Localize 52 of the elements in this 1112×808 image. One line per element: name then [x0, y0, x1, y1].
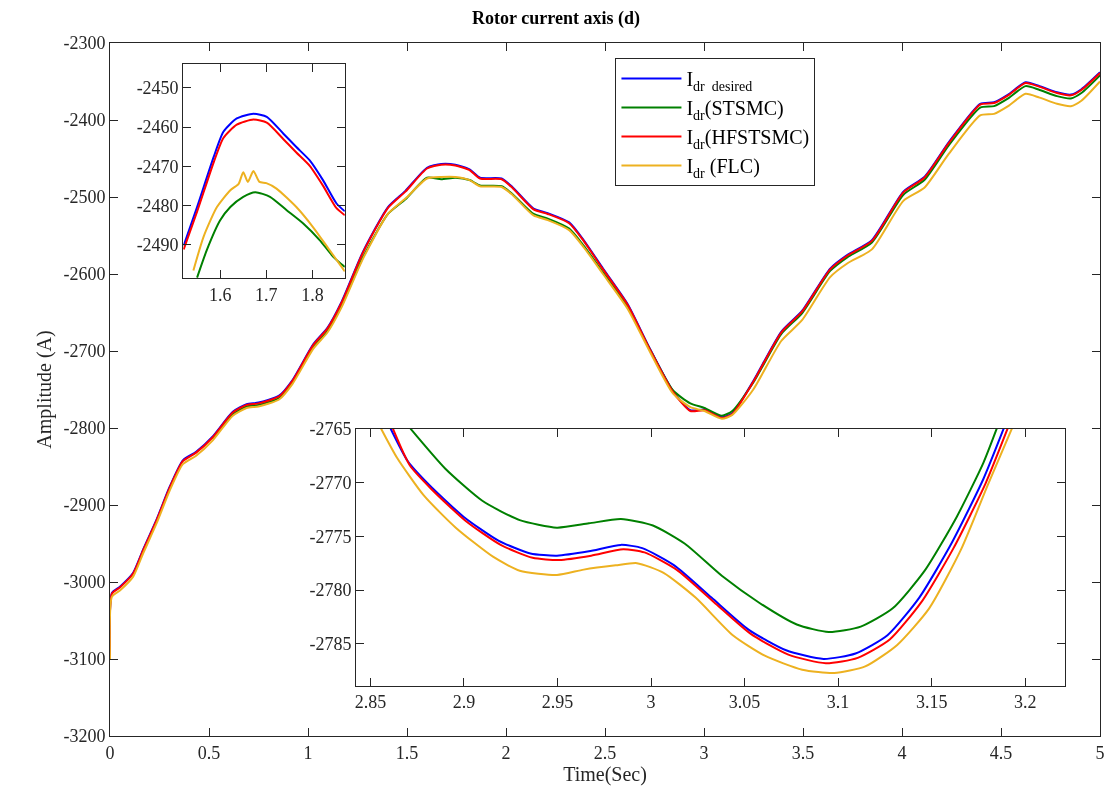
- y-tick-label: -2300: [63, 33, 106, 54]
- legend-label: I$_{dr}$ (FLC): [686, 155, 760, 181]
- y-axis-title: Amplitude (A): [32, 330, 56, 449]
- y-tick-label: -2450: [136, 78, 179, 99]
- y-tick-label: -2500: [63, 187, 106, 208]
- line-series: [196, 191, 345, 278]
- y-tick-label: -3100: [63, 649, 106, 670]
- x-tick-label: 3.15: [915, 692, 948, 713]
- x-tick-label: 2.5: [593, 742, 617, 763]
- x-tick-label: 0.5: [197, 742, 221, 763]
- x-tick-label: 2: [501, 742, 511, 763]
- x-tick-label: 4: [897, 742, 907, 763]
- y-tick-label: -2800: [63, 418, 106, 439]
- y-tick-label: -2400: [63, 110, 106, 131]
- x-tick-label: 1.6: [208, 284, 232, 305]
- y-tick-label: -2785: [309, 634, 352, 655]
- chart-title: Rotor current axis (d): [472, 7, 640, 29]
- y-tick-label: -2775: [309, 526, 352, 547]
- x-tick-label: 1.7: [255, 284, 278, 305]
- legend-label: I$_{dr}$(HFSTSMC): [686, 126, 810, 152]
- line-series: [409, 428, 998, 634]
- x-tick-label: 3.2: [1013, 692, 1037, 713]
- y-tick-label: -2780: [309, 580, 352, 601]
- y-tick-label: -2700: [63, 341, 106, 362]
- y-tick-label: -2600: [63, 264, 106, 285]
- x-tick-label: 3: [699, 742, 709, 763]
- x-tick-label: 2.95: [541, 692, 574, 713]
- line-series: [192, 169, 345, 273]
- y-tick-label: -2470: [136, 156, 179, 177]
- y-tick-label: -3000: [63, 572, 106, 593]
- x-axis-title: Time(Sec): [563, 762, 647, 786]
- x-tick-label: 3: [646, 692, 656, 713]
- y-tick-label: -2490: [136, 234, 179, 255]
- legend-label: I$_{dr desired}$: [686, 68, 753, 94]
- y-tick-label: -2460: [136, 117, 179, 138]
- x-tick-label: 3.05: [728, 692, 761, 713]
- x-tick-label: 4.5: [989, 742, 1013, 763]
- x-tick-label: 5: [1095, 742, 1105, 763]
- legend-label: I$_{dr}$(STSMC): [686, 97, 784, 123]
- x-tick-label: 1: [303, 742, 313, 763]
- y-tick-label: -3200: [63, 726, 106, 747]
- x-tick-label: 2.85: [354, 692, 387, 713]
- x-tick-label: 3.5: [791, 742, 815, 763]
- x-tick-label: 1.5: [395, 742, 419, 763]
- y-tick-label: -2900: [63, 495, 106, 516]
- x-tick-label: 0: [105, 742, 115, 763]
- y-tick-label: -2480: [136, 195, 179, 216]
- x-tick-label: 3.1: [826, 692, 850, 713]
- x-tick-label: 2.9: [452, 692, 476, 713]
- y-tick-label: -2765: [309, 419, 352, 439]
- x-tick-label: 1.8: [301, 284, 324, 305]
- y-tick-label: -2770: [309, 472, 352, 493]
